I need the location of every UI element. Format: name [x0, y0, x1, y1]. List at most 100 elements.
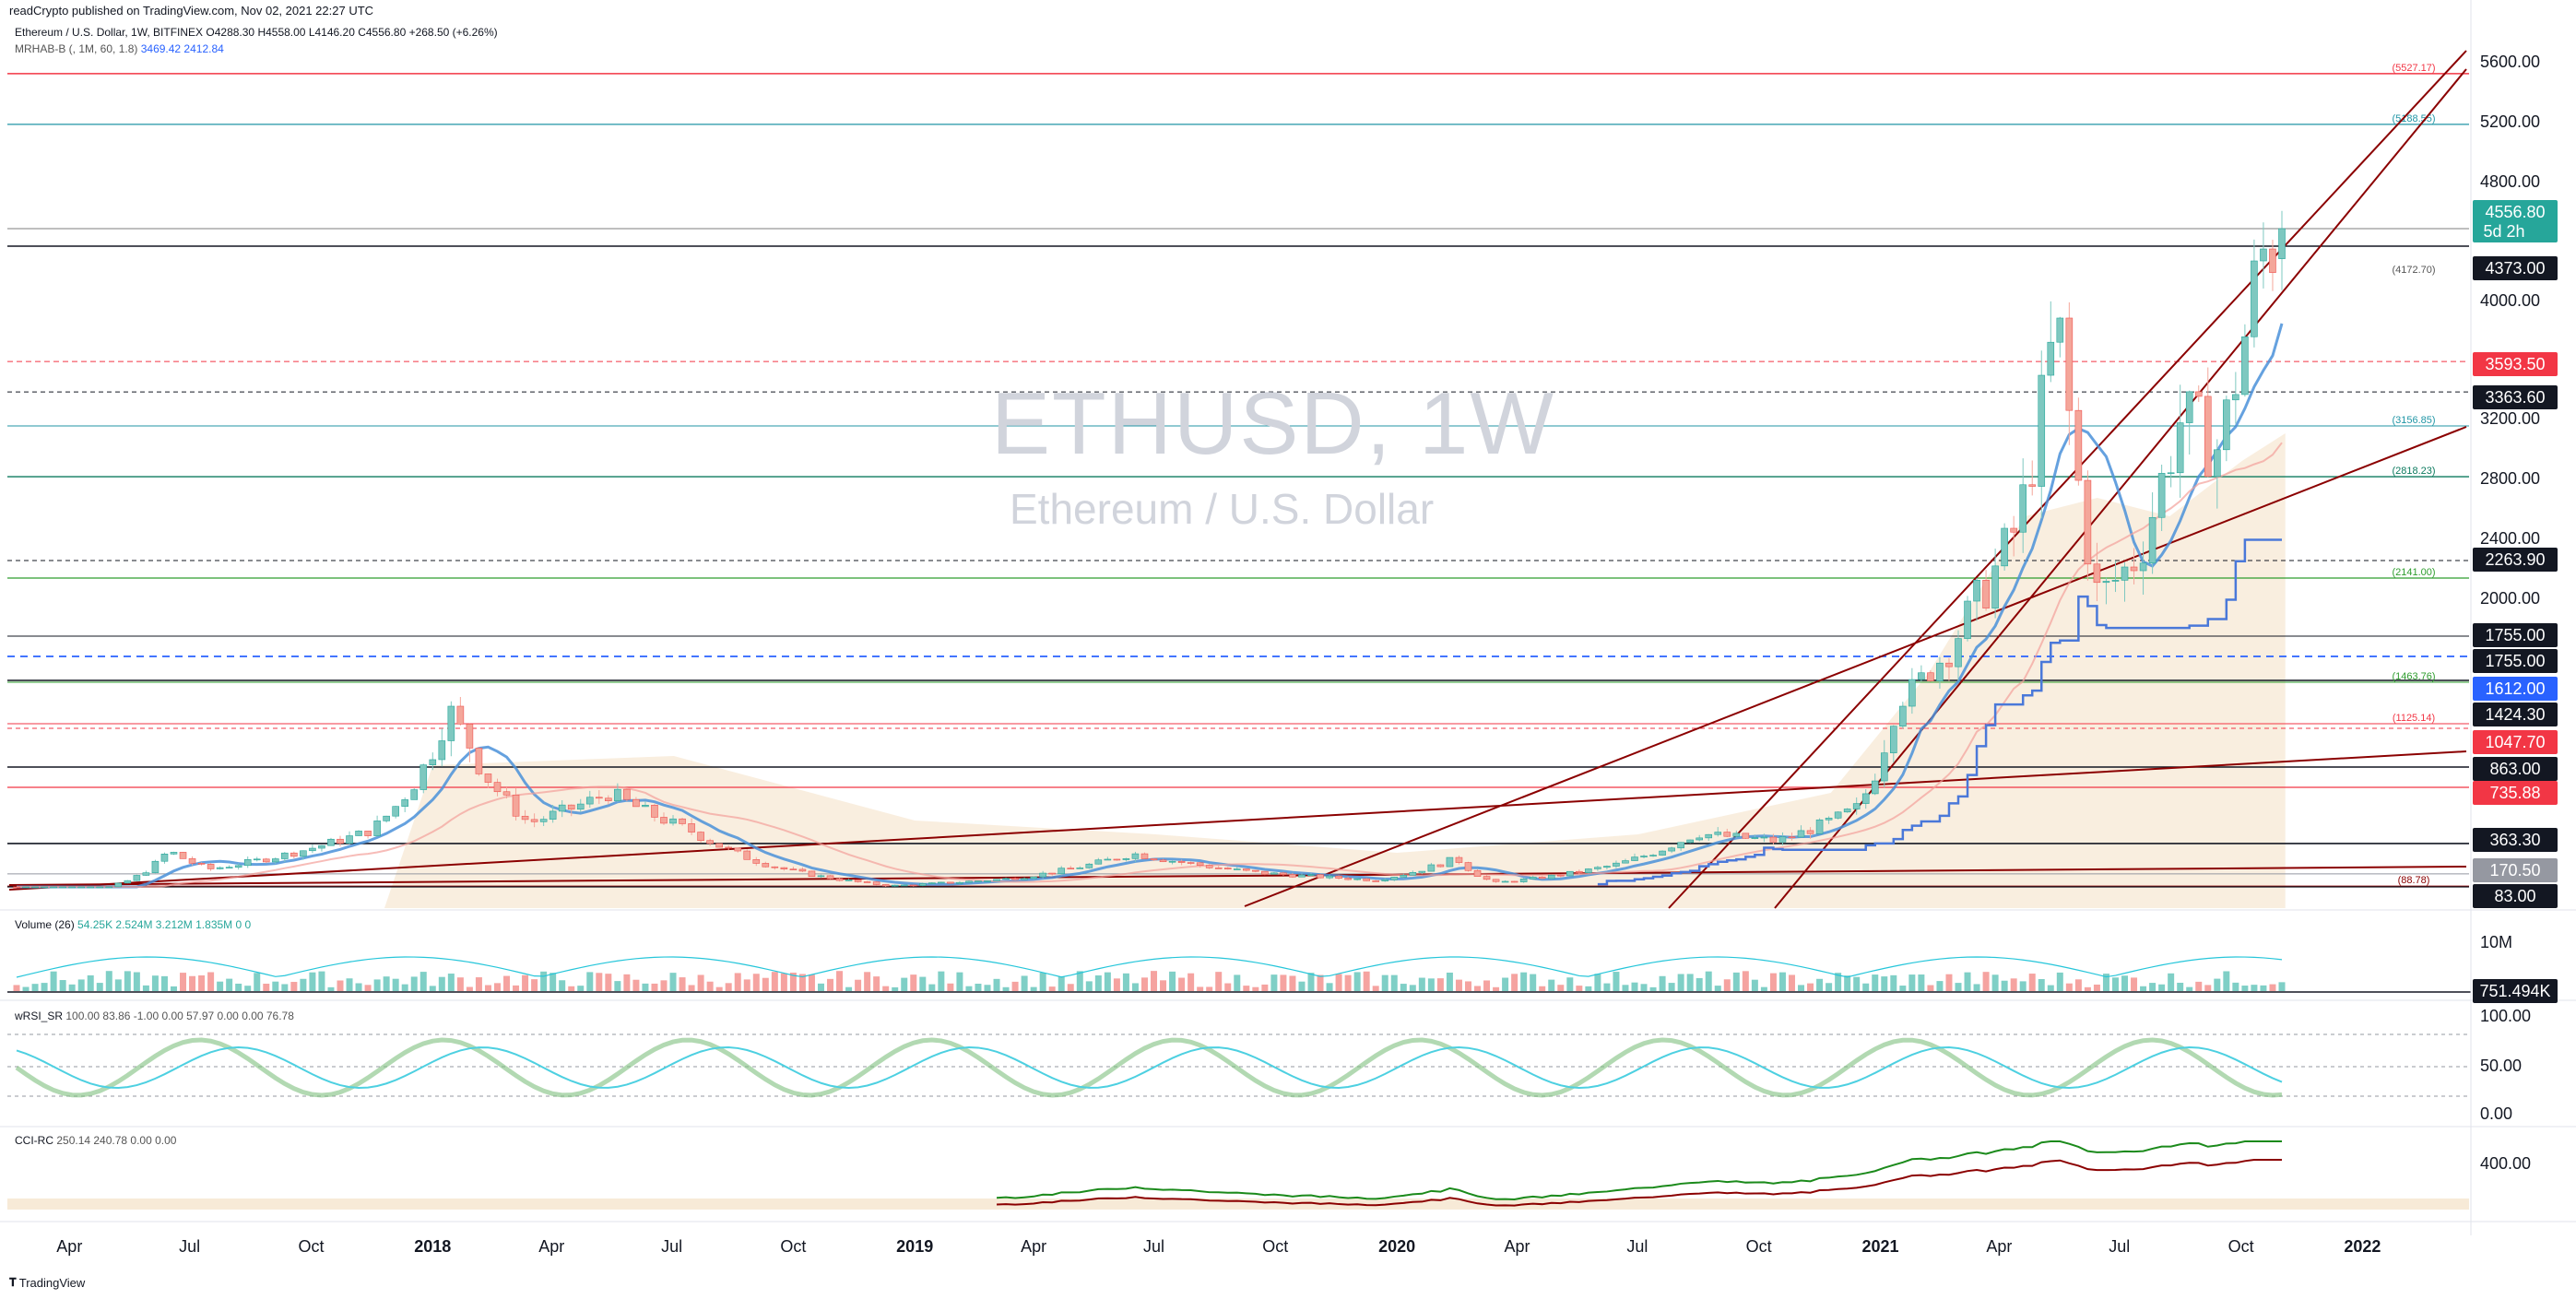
volume-bar	[919, 976, 927, 991]
volume-bar	[2158, 984, 2166, 991]
candle-body	[854, 880, 862, 882]
volume-bar	[124, 971, 131, 991]
candle-body	[808, 870, 816, 878]
candle-body	[401, 799, 408, 807]
level-label: (2141.00)	[2392, 567, 2435, 578]
volume-bar	[734, 973, 741, 991]
volume-bar	[1530, 974, 1537, 991]
candle-body	[77, 886, 85, 889]
volume-bar	[845, 986, 853, 991]
candle-body	[1094, 859, 1103, 865]
cci-legend[interactable]: CCI-RC 250.14 240.78 0.00 0.00	[15, 1134, 176, 1147]
candle-body	[1852, 803, 1861, 809]
volume-bar	[697, 974, 704, 991]
volume-bar	[244, 986, 252, 991]
candle-body	[1510, 880, 1518, 883]
volume-bar	[1686, 974, 1694, 991]
candle-body	[1011, 878, 1019, 880]
volume-bar	[160, 975, 168, 991]
volume-bar	[1464, 981, 1471, 991]
candle-body	[688, 823, 695, 833]
level-label: (88.78)	[2398, 875, 2430, 886]
volume-bar	[2093, 984, 2100, 991]
candle-body	[475, 748, 483, 774]
candle-body	[318, 844, 325, 849]
volume-bar	[752, 974, 760, 991]
volume-badge	[2473, 979, 2558, 1003]
volume-bar	[1826, 983, 1833, 991]
price-badge-countdown: 5d 2h	[2483, 222, 2524, 241]
volume-bar	[151, 975, 159, 991]
volume-bar	[1853, 976, 1861, 991]
volume-bar	[1234, 974, 1241, 991]
candle-body	[558, 804, 566, 812]
volume-bar	[1474, 986, 1482, 991]
candle-body	[1519, 879, 1528, 882]
volume-bar	[290, 982, 298, 991]
candle-body	[909, 884, 917, 887]
volume-bar	[522, 974, 529, 991]
candle-body	[1797, 830, 1805, 838]
volume-bar	[59, 980, 66, 991]
candle-body	[1446, 856, 1454, 868]
rsi-legend[interactable]: wRSI_SR 100.00 83.86 -1.00 0.00 57.97 0.…	[15, 1010, 294, 1022]
volume-bar	[87, 974, 94, 991]
candle-body	[151, 860, 160, 873]
volume-bar	[660, 980, 668, 991]
candle-body	[2232, 394, 2239, 401]
volume-bar	[1816, 978, 1824, 991]
volume-bar	[1131, 983, 1139, 991]
volume-bar	[419, 972, 427, 991]
volume-bar	[605, 974, 612, 991]
indicator-legend[interactable]: MRHAB-B (, 1M, 60, 1.8) 3469.42 2412.84	[15, 41, 498, 57]
price-badge	[2473, 757, 2558, 781]
candle-body	[2056, 317, 2064, 343]
volume-bar	[614, 981, 621, 991]
rsi-histogram-line	[15, 1037, 2283, 1098]
volume-bar	[438, 976, 445, 991]
candle-body	[1335, 875, 1342, 879]
candle-body	[752, 859, 761, 864]
candle-body	[863, 881, 871, 883]
volume-bar	[2149, 983, 2157, 991]
candle-body	[2214, 449, 2221, 478]
volume-bar	[2056, 972, 2063, 991]
volume-legend[interactable]: Volume (26) 54.25K 2.524M 3.212M 1.835M …	[15, 918, 251, 931]
volume-bar	[1760, 986, 1767, 991]
volume-bar	[1058, 975, 1065, 991]
volume-bar	[327, 986, 335, 991]
volume-bar	[632, 979, 640, 991]
time-tick-label: Apr	[1021, 1237, 1046, 1256]
rsi-tick-label: 0.00	[2480, 1104, 2512, 1123]
volume-bar	[984, 985, 991, 991]
volume-bar	[1502, 977, 1509, 991]
volume-bar	[2065, 983, 2073, 991]
candle-body	[493, 782, 502, 793]
rsi-tick-label: 100.00	[2480, 1007, 2531, 1025]
time-tick-label: 2018	[414, 1237, 451, 1256]
candle-body	[1464, 862, 1472, 871]
volume-bar	[475, 977, 482, 991]
volume-bar	[1622, 985, 1629, 991]
publisher-line: readCrypto published on TradingView.com,…	[9, 4, 374, 18]
candle-body	[2167, 472, 2175, 475]
trend-line	[8, 750, 2467, 891]
price-badge	[2473, 256, 2558, 280]
volume-bar	[364, 985, 372, 991]
candle-body	[1806, 830, 1814, 834]
candle-body	[2204, 396, 2212, 478]
candle-body	[1603, 866, 1611, 868]
volume-bar	[1085, 981, 1093, 991]
candle-body	[2260, 248, 2267, 262]
volume-bar	[1160, 980, 1167, 991]
volume-bar	[1613, 972, 1620, 991]
volume-bar	[827, 978, 834, 991]
volume-bar	[1631, 982, 1638, 991]
volume-bar	[2168, 973, 2175, 991]
tradingview-logo[interactable]: 𝐓 TradingView	[9, 1276, 85, 1290]
time-tick-label: Oct	[780, 1237, 806, 1256]
symbol-legend[interactable]: Ethereum / U.S. Dollar, 1W, BITFINEX O42…	[15, 26, 498, 39]
price-tick-label: 3200.00	[2480, 409, 2540, 428]
volume-bar	[254, 973, 261, 991]
